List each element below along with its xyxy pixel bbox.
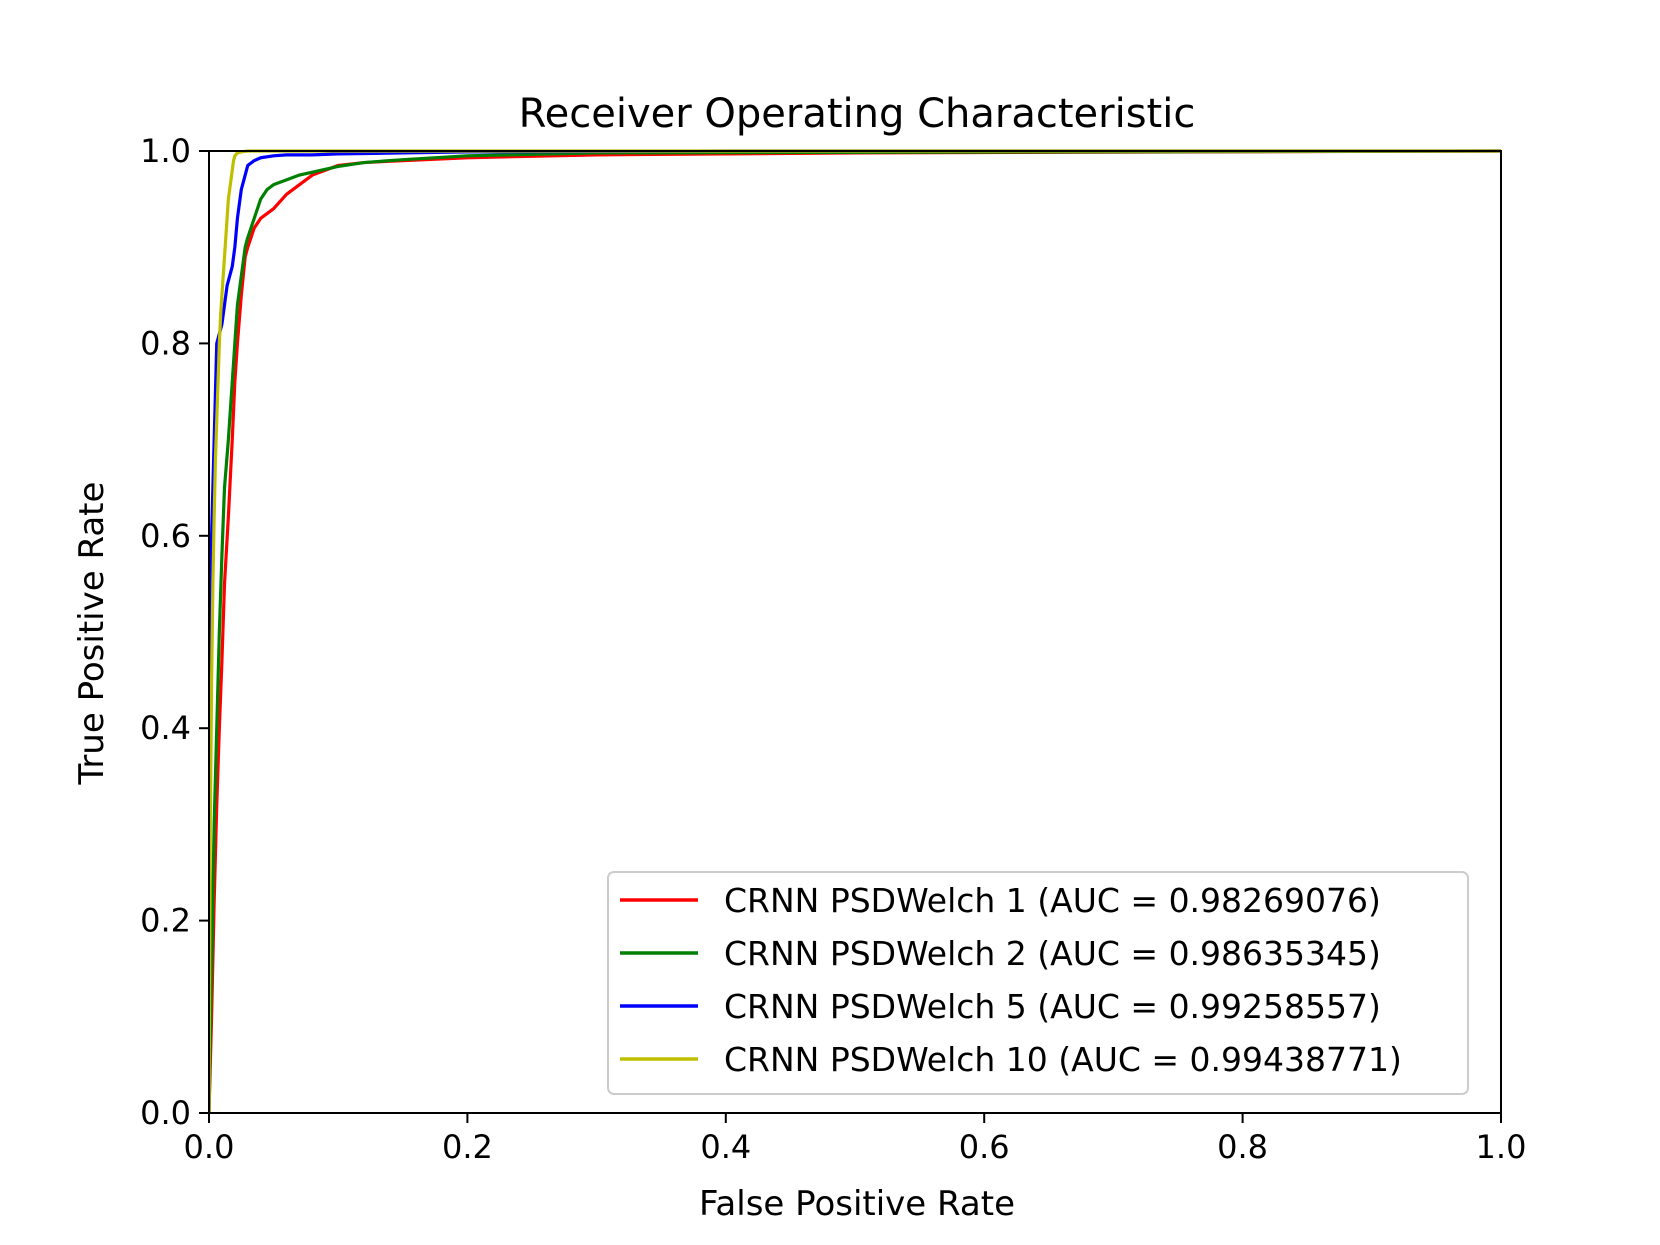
x-tick-label: 1.0: [1476, 1128, 1527, 1166]
legend-box: [607, 871, 1469, 1095]
legend-label-crnn-psdwelch-1: CRNN PSDWelch 1 (AUC = 0.98269076): [724, 881, 1381, 920]
axes-frame: [208, 150, 1502, 1114]
x-tick-label: 0.6: [959, 1128, 1010, 1166]
x-tick-label: 0.4: [700, 1128, 751, 1166]
y-tick-label: 0.4: [140, 709, 191, 747]
y-tick-label: 0.2: [140, 902, 191, 940]
x-tick-label: 0.8: [1217, 1128, 1268, 1166]
series-line-crnn-psdwelch-10: [209, 149, 1501, 1114]
y-tick-label: 0.0: [140, 1094, 191, 1132]
legend-label-crnn-psdwelch-10: CRNN PSDWelch 10 (AUC = 0.99438771): [724, 1040, 1402, 1079]
x-tick-label: 0.0: [184, 1128, 235, 1166]
series-line-crnn-psdwelch-2: [209, 149, 1501, 1114]
legend-label-crnn-psdwelch-2: CRNN PSDWelch 2 (AUC = 0.98635345): [724, 934, 1381, 973]
axes: 0.0 0.2 0.4 0.6 0.8 1.0 0.0 0.2 0.4 0.6 0.8 1.0: [140, 132, 1526, 1166]
y-tick-label: 1.0: [140, 132, 191, 170]
series-line-crnn-psdwelch-5: [209, 149, 1501, 1114]
y-tick-label: 0.6: [140, 517, 191, 555]
legend: CRNN PSDWelch 1 (AUC = 0.98269076) CRNN P…: [607, 871, 1469, 1095]
legend-label-crnn-psdwelch-5: CRNN PSDWelch 5 (AUC = 0.99258557): [724, 987, 1381, 1026]
x-axis-label: False Positive Rate: [699, 1184, 1015, 1224]
y-axis-label: True Positive Rate: [72, 482, 112, 786]
chart-title: Receiver Operating Characteristic: [519, 91, 1196, 137]
plot-area: [209, 149, 1501, 1114]
y-tick-label: 0.8: [140, 324, 191, 362]
x-tick-label: 0.2: [442, 1128, 493, 1166]
